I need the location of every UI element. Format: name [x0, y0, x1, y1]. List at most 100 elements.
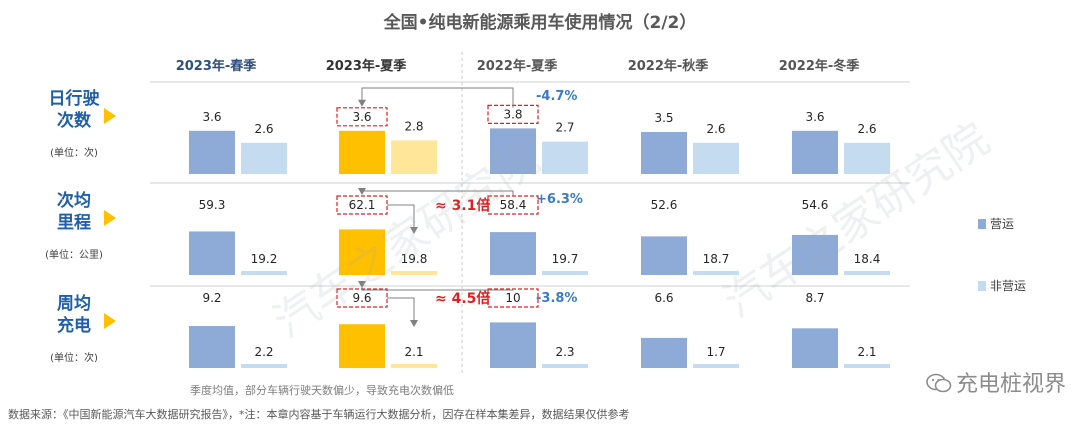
value-label-operating: 3.5 [654, 111, 673, 125]
value-label-non-operating: 1.7 [706, 345, 725, 359]
value-label-operating: 3.6 [805, 110, 824, 124]
bar-operating [792, 130, 838, 174]
brand-watermark: 充电桩视界 [926, 366, 1066, 398]
bar-operating [490, 322, 536, 368]
bar-non-operating [693, 364, 739, 368]
ratio-label: ≈ 4.5倍 [435, 290, 490, 307]
bar-non-operating [693, 142, 739, 174]
value-label-operating: 9.2 [202, 291, 221, 305]
column-header: 2022年-冬季 [779, 58, 860, 74]
compare-connector [361, 87, 514, 108]
bar-operating [339, 229, 385, 275]
value-label-operating: 58.4 [500, 198, 527, 212]
column-header: 2023年-春季 [176, 58, 257, 74]
value-label-operating: 54.6 [802, 198, 829, 212]
bar-non-operating [844, 142, 890, 174]
bar-operating [189, 130, 235, 174]
bar-non-operating [542, 271, 588, 275]
value-label-non-operating: 2.8 [404, 119, 423, 133]
compare-arrowhead [358, 99, 366, 107]
row-unit: (单位：公里) [45, 248, 103, 261]
bar-non-operating [844, 271, 890, 275]
row-arrow-icon [104, 210, 116, 226]
bar-operating [641, 132, 687, 174]
row-unit: (单位：次) [50, 351, 98, 364]
ratio-connector [387, 204, 415, 229]
value-label-operating: 3.6 [202, 110, 221, 124]
compare-connector [361, 190, 514, 196]
highlight-box [336, 107, 388, 127]
value-label-operating: 6.6 [654, 291, 673, 305]
value-label-non-operating: 2.1 [404, 345, 423, 359]
row-arrow-icon [104, 313, 116, 329]
column-header: 2022年-夏季 [477, 58, 558, 74]
value-label-non-operating: 2.6 [706, 122, 725, 136]
row-label: 里程 [57, 213, 91, 233]
value-label-non-operating: 2.6 [254, 122, 273, 136]
legend-swatch [978, 281, 986, 291]
highlight-box [336, 195, 388, 215]
row-arrow-icon [104, 108, 116, 124]
bar-operating [490, 128, 536, 174]
bar-non-operating [542, 364, 588, 368]
bar-non-operating [391, 364, 437, 368]
value-label-operating: 62.1 [349, 198, 376, 212]
brand-text: 充电桩视界 [955, 372, 1066, 397]
footnote: 季度均值，部分车辆行驶天数偏少，导致充电次数偏低 [190, 384, 454, 397]
value-label-non-operating: 19.2 [251, 252, 278, 266]
value-label-non-operating: 2.7 [555, 121, 574, 135]
value-label-non-operating: 18.7 [703, 252, 730, 266]
bar-non-operating [241, 364, 287, 368]
value-label-operating: 9.6 [352, 291, 371, 305]
value-label-non-operating: 18.4 [854, 252, 881, 266]
bar-non-operating [391, 140, 437, 174]
bar-operating [189, 231, 235, 275]
legend-swatch [978, 219, 986, 229]
value-label-non-operating: 2.2 [254, 345, 273, 359]
value-label-non-operating: 2.6 [857, 122, 876, 136]
value-label-operating: 10 [505, 291, 520, 305]
column-header: 2023年-夏季 [326, 58, 407, 74]
value-label-operating: 3.8 [503, 107, 522, 121]
ratio-connector [387, 297, 415, 322]
column-header: 2022年-秋季 [628, 58, 709, 74]
row-label: 次数 [57, 110, 92, 131]
bar-operating [792, 328, 838, 368]
legend-label: 营运 [990, 217, 1014, 231]
value-label-operating: 3.6 [352, 110, 371, 124]
row-label: 次均 [57, 190, 91, 211]
ratio-label: ≈ 3.1倍 [435, 197, 490, 214]
value-label-non-operating: 19.7 [552, 252, 579, 266]
data-source: 数据来源：《中国新能源汽车大数据研究报告》，*注：本章内容基于车辆运行大数据分析… [8, 408, 630, 421]
bar-operating [339, 324, 385, 368]
value-label-non-operating: 19.8 [401, 252, 428, 266]
bar-non-operating [693, 271, 739, 275]
row-label: 日行驶 [49, 88, 100, 109]
change-label: +6.3% [536, 192, 583, 207]
value-label-operating: 52.6 [651, 198, 678, 212]
bar-non-operating [391, 271, 437, 275]
row-label: 周均 [57, 293, 91, 314]
value-label-operating: 59.3 [199, 198, 226, 212]
bar-operating [641, 337, 687, 368]
row-unit: (单位：次) [50, 146, 98, 159]
value-label-operating: 8.7 [805, 291, 824, 305]
bar-non-operating [542, 141, 588, 174]
value-label-non-operating: 2.1 [857, 345, 876, 359]
bar-operating [189, 326, 235, 368]
legend-label: 非营运 [990, 279, 1026, 293]
bar-operating [339, 130, 385, 174]
row-label: 充电 [57, 315, 91, 336]
bar-operating [641, 236, 687, 275]
change-label: -4.7% [536, 89, 577, 104]
change-label: -3.8% [536, 291, 577, 306]
value-label-non-operating: 2.3 [555, 345, 574, 359]
bar-operating [490, 232, 536, 275]
wechat-icon [926, 373, 952, 393]
ratio-arrowhead [410, 227, 418, 234]
page-title: 全国•纯电新能源乘用车使用情况（2/2） [383, 13, 697, 33]
ratio-arrowhead [410, 320, 418, 327]
bar-operating [792, 234, 838, 275]
bar-non-operating [844, 364, 890, 368]
